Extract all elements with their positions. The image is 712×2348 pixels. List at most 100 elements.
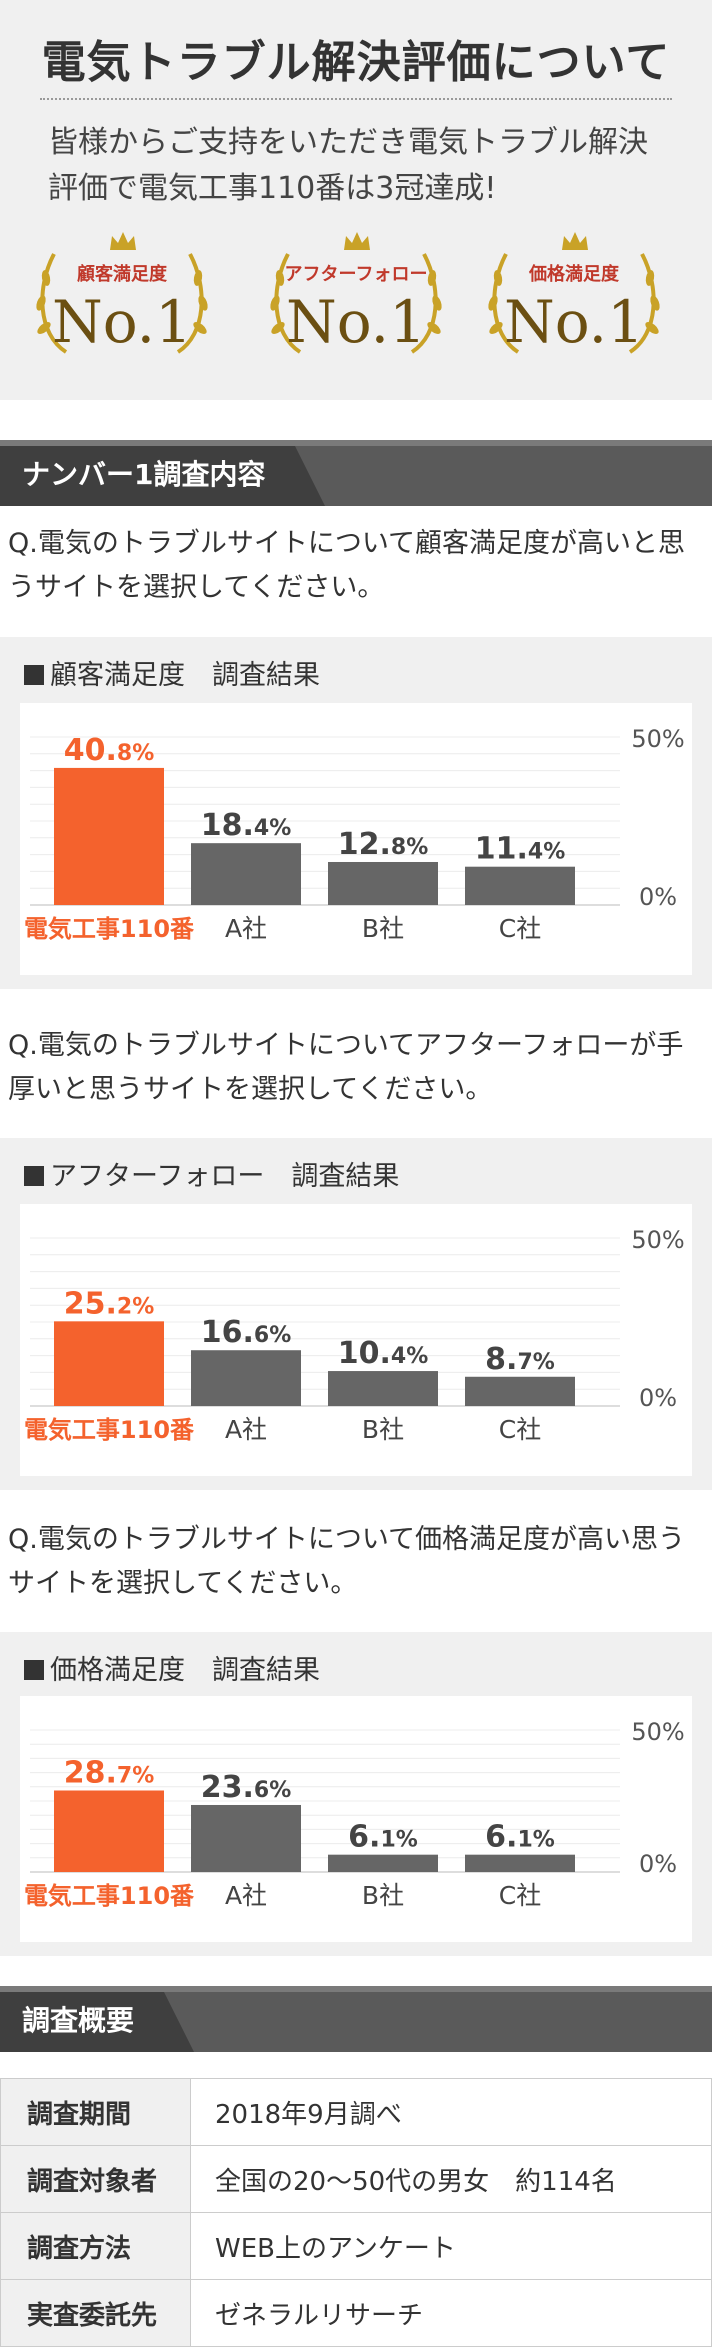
hero-subtitle-line2: 評価で電気工事110番は3冠達成!: [48, 171, 497, 206]
question-line: サイトを選択してください。: [8, 1568, 358, 1599]
bar-value-label: 23.6%: [201, 1770, 292, 1805]
crown-icon: [562, 232, 588, 250]
award-rank: No.1: [504, 288, 644, 356]
bar-value-label: 28.7%: [64, 1755, 155, 1790]
bar: [54, 767, 164, 905]
bar-value-label: 11.4%: [475, 832, 566, 867]
y-tick-label: 0%: [639, 1850, 677, 1878]
bar-chart: 50% 0% 25.2% 電気工事110番 16.6% A社 10.4% B社 8.7% C社: [24, 1226, 685, 1444]
table-header-cell: 調査期間: [0, 2078, 191, 2146]
question-line: 厚いと思うサイトを選択してください。: [8, 1074, 493, 1105]
award-rank: No.1: [286, 288, 426, 356]
bar-value-label: 8.7%: [485, 1342, 555, 1377]
award-badge-after-follow: アフターフォロー No.1: [256, 230, 456, 370]
bar-chart: 50% 0% 40.8% 電気工事110番 18.4% A社 12.8% B社 11.4% C社: [24, 725, 685, 943]
award-label: 価格満足度: [529, 264, 619, 285]
section-header-survey: ナンバー1調査内容: [0, 440, 712, 506]
survey-title: 顧客満足度 調査結果: [24, 653, 320, 692]
laurel-left-icon: [270, 253, 302, 354]
category-label: B社: [362, 914, 404, 943]
survey-question: Q.電気のトラブルサイトについて顧客満足度が高いと思 うサイトを選択してください…: [8, 522, 708, 610]
table-value-cell: WEB上のアンケート: [190, 2212, 712, 2280]
category-label: C社: [499, 1881, 541, 1910]
award-rank: No.1: [52, 288, 192, 356]
survey-question: Q.電気のトラブルサイトについてアフターフォローが手 厚いと思うサイトを選択して…: [8, 1024, 708, 1112]
award-badge-customer-satisfaction: 顧客満足度 No.1: [22, 230, 222, 370]
chart-panel: 50% 0% 40.8% 電気工事110番 18.4% A社 12.8% B社 11.4% C社: [20, 703, 692, 975]
bar: [465, 866, 575, 905]
laurel-right-icon: [176, 253, 208, 354]
hero-title: 電気トラブル解決評価について: [41, 37, 671, 88]
category-label: B社: [362, 1881, 404, 1910]
crown-icon: [110, 232, 136, 250]
table-value-cell: 全国の20～50代の男女 約114名: [190, 2145, 712, 2213]
bar: [328, 1371, 438, 1406]
bar: [328, 1854, 438, 1872]
bar: [328, 861, 438, 905]
y-tick-label: 50%: [631, 1718, 684, 1746]
category-label: A社: [225, 914, 267, 943]
square-bullet-icon: [24, 1166, 44, 1186]
table-row: 調査対象者 全国の20～50代の男女 約114名: [0, 2145, 712, 2213]
table-row: 実査委託先 ゼネラルリサーチ: [0, 2279, 712, 2347]
bar-value-label: 25.2%: [64, 1286, 155, 1321]
bar-chart: 50% 0% 28.7% 電気工事110番 23.6% A社 6.1% B社 6.1% C社: [24, 1718, 685, 1910]
question-line: Q.電気のトラブルサイトについて価格満足度が高い思う: [8, 1524, 686, 1555]
survey-question: Q.電気のトラブルサイトについて価格満足度が高い思う サイトを選択してください。: [8, 1518, 708, 1606]
table-value-cell: ゼネラルリサーチ: [190, 2279, 712, 2347]
category-label: A社: [225, 1415, 267, 1444]
award-label: 顧客満足度: [77, 264, 167, 285]
category-label: C社: [499, 1415, 541, 1444]
survey-result-block: 顧客満足度 調査結果 50% 0% 40.8% 電気工事110番 18.4% A社 12.8…: [0, 637, 712, 989]
survey-result-block: 価格満足度 調査結果 50% 0% 28.7% 電気工事110番 23.6% A社 6.1%…: [0, 1632, 712, 1956]
table-row: 調査期間 2018年9月調べ: [0, 2078, 712, 2146]
y-tick-label: 50%: [631, 1226, 684, 1254]
bar-value-label: 40.8%: [64, 733, 155, 768]
section-title: ナンバー1調査内容: [0, 446, 327, 506]
laurel-left-icon: [488, 253, 520, 354]
question-line: うサイトを選択してください。: [8, 572, 385, 603]
table-row: 調査方法 WEB上のアンケート: [0, 2212, 712, 2280]
dotted-divider: [40, 98, 672, 100]
bar-value-label: 6.1%: [348, 1820, 418, 1855]
bar-value-label: 16.6%: [201, 1315, 292, 1350]
question-line: Q.電気のトラブルサイトについて顧客満足度が高いと思: [8, 528, 686, 559]
bar: [54, 1321, 164, 1406]
table-header-cell: 実査委託先: [0, 2279, 191, 2347]
square-bullet-icon: [24, 1660, 44, 1680]
hero-subtitle: 皆様からご支持をいただき電気トラブル解決 評価で電気工事110番は3冠達成!: [48, 120, 688, 212]
bar: [191, 843, 301, 905]
square-bullet-icon: [24, 665, 44, 685]
category-label: B社: [362, 1415, 404, 1444]
table-value-cell: 2018年9月調べ: [190, 2078, 712, 2146]
laurel-right-icon: [628, 253, 660, 354]
bar: [191, 1804, 301, 1872]
chart-panel: 50% 0% 25.2% 電気工事110番 16.6% A社 10.4% B社 8.7% C社: [20, 1204, 692, 1476]
category-label: 電気工事110番: [24, 1416, 195, 1444]
laurel-right-icon: [410, 253, 442, 354]
bar-value-label: 6.1%: [485, 1820, 555, 1855]
survey-title: アフターフォロー 調査結果: [24, 1154, 399, 1193]
y-tick-label: 0%: [639, 1384, 677, 1412]
survey-result-block: アフターフォロー 調査結果 50% 0% 25.2% 電気工事110番 16.6% A社 1…: [0, 1138, 712, 1490]
award-badge-price-satisfaction: 価格満足度 No.1: [474, 230, 674, 370]
survey-title: 価格満足度 調査結果: [24, 1648, 320, 1687]
laurel-left-icon: [36, 253, 68, 354]
hero-subtitle-line1: 皆様からご支持をいただき電気トラブル解決: [48, 125, 648, 160]
category-label: C社: [499, 914, 541, 943]
category-label: 電気工事110番: [24, 915, 195, 943]
bar-value-label: 12.8%: [338, 827, 429, 862]
section-header-overview: 調査概要: [0, 1986, 712, 2052]
category-label: A社: [225, 1881, 267, 1910]
section-title: 調査概要: [0, 1992, 195, 2052]
crown-icon: [344, 232, 370, 250]
table-header-cell: 調査方法: [0, 2212, 191, 2280]
question-line: Q.電気のトラブルサイトについてアフターフォローが手: [8, 1030, 684, 1061]
y-tick-label: 0%: [639, 883, 677, 911]
table-header-cell: 調査対象者: [0, 2145, 191, 2213]
bar: [465, 1376, 575, 1406]
hero-section: 電気トラブル解決評価について 皆様からご支持をいただき電気トラブル解決 評価で電…: [0, 0, 712, 400]
bar-value-label: 18.4%: [201, 808, 292, 843]
survey-overview-table: 調査期間 2018年9月調べ 調査対象者 全国の20～50代の男女 約114名 …: [0, 2078, 712, 2347]
award-label: アフターフォロー: [284, 264, 428, 285]
